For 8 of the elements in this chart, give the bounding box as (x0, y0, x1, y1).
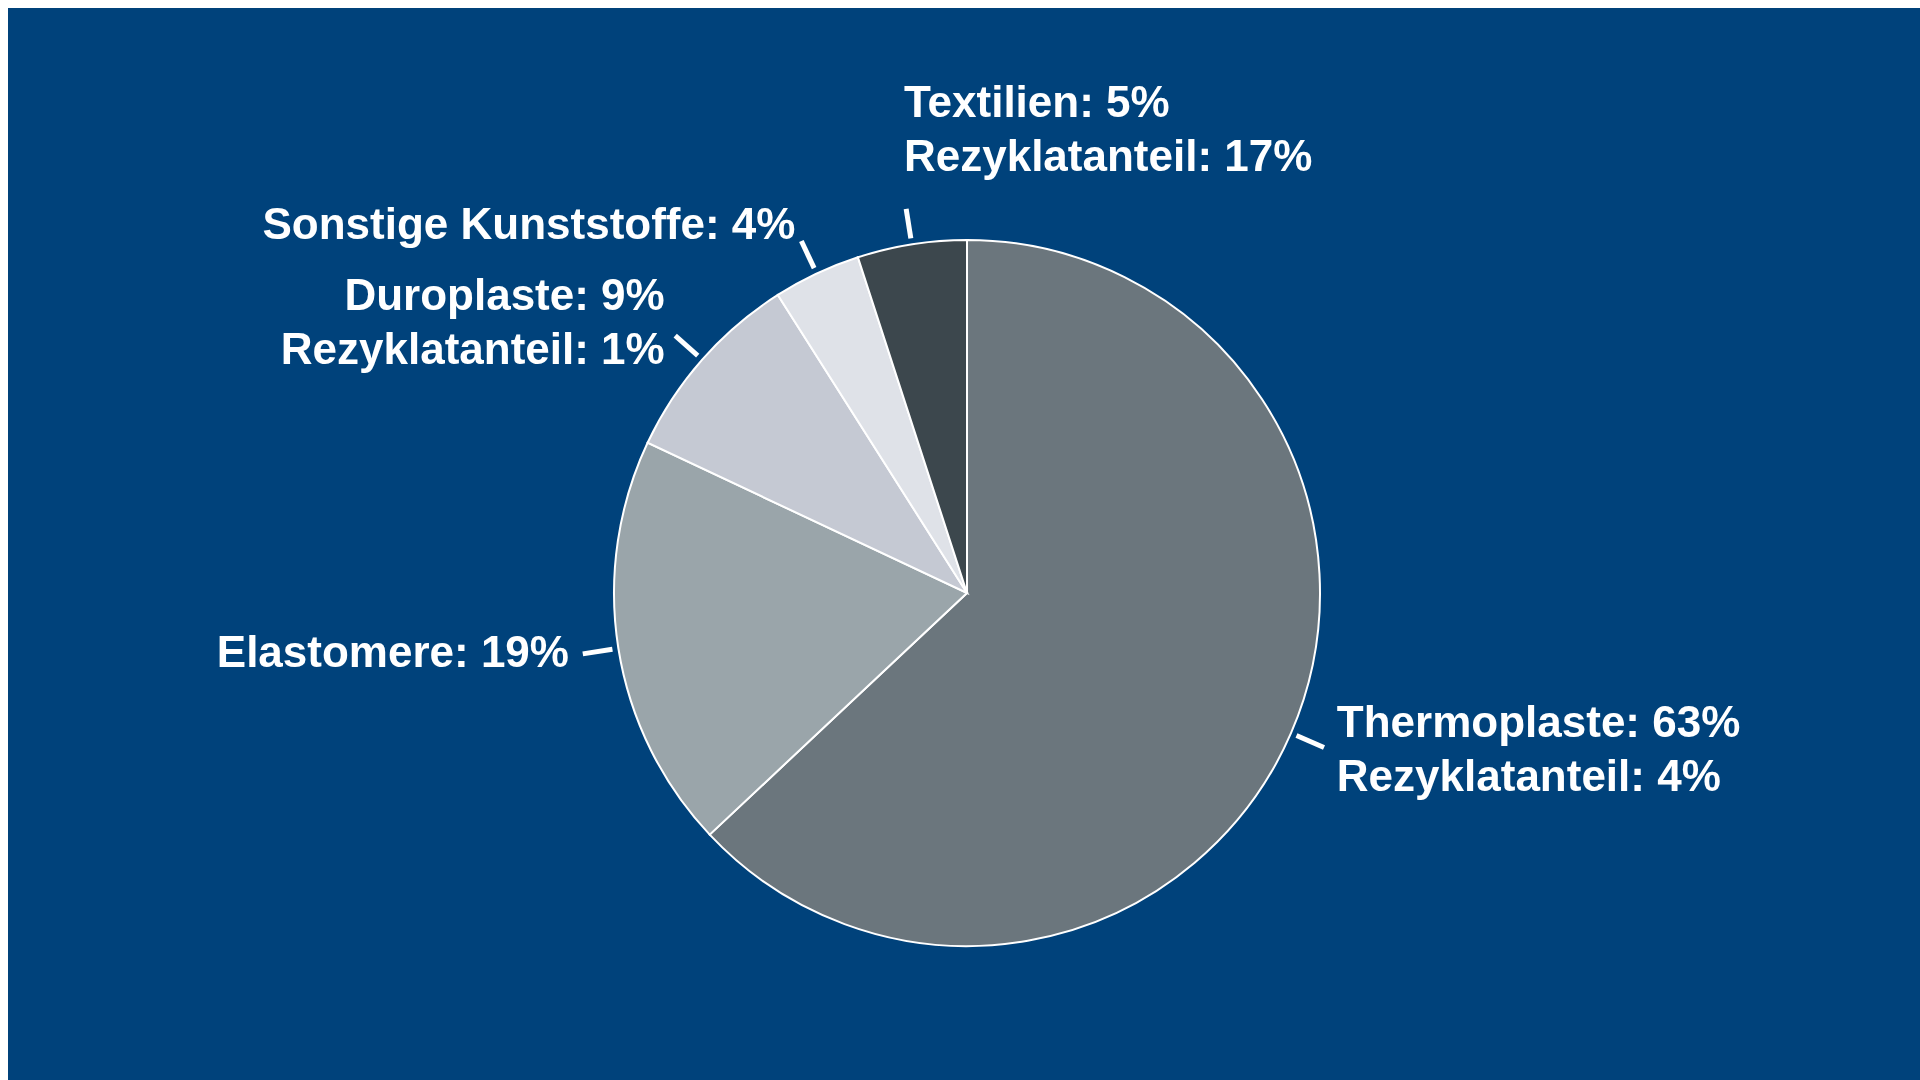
slice-label: Elastomere: 19% (216, 627, 569, 677)
slice-label: Sonstige Kunststoffe: 4% (262, 199, 796, 249)
text: Rezyklatanteil: 17% (903, 130, 1313, 180)
slice-label: Duroplaste: 9% (344, 270, 665, 320)
text: Rezyklatanteil: 4% (1336, 751, 1721, 801)
slice-label: Textilien: 5% (903, 76, 1170, 126)
text: Rezyklatanteil: 1% (280, 324, 665, 374)
slice-label: Thermoplaste: 63% (1336, 697, 1741, 747)
